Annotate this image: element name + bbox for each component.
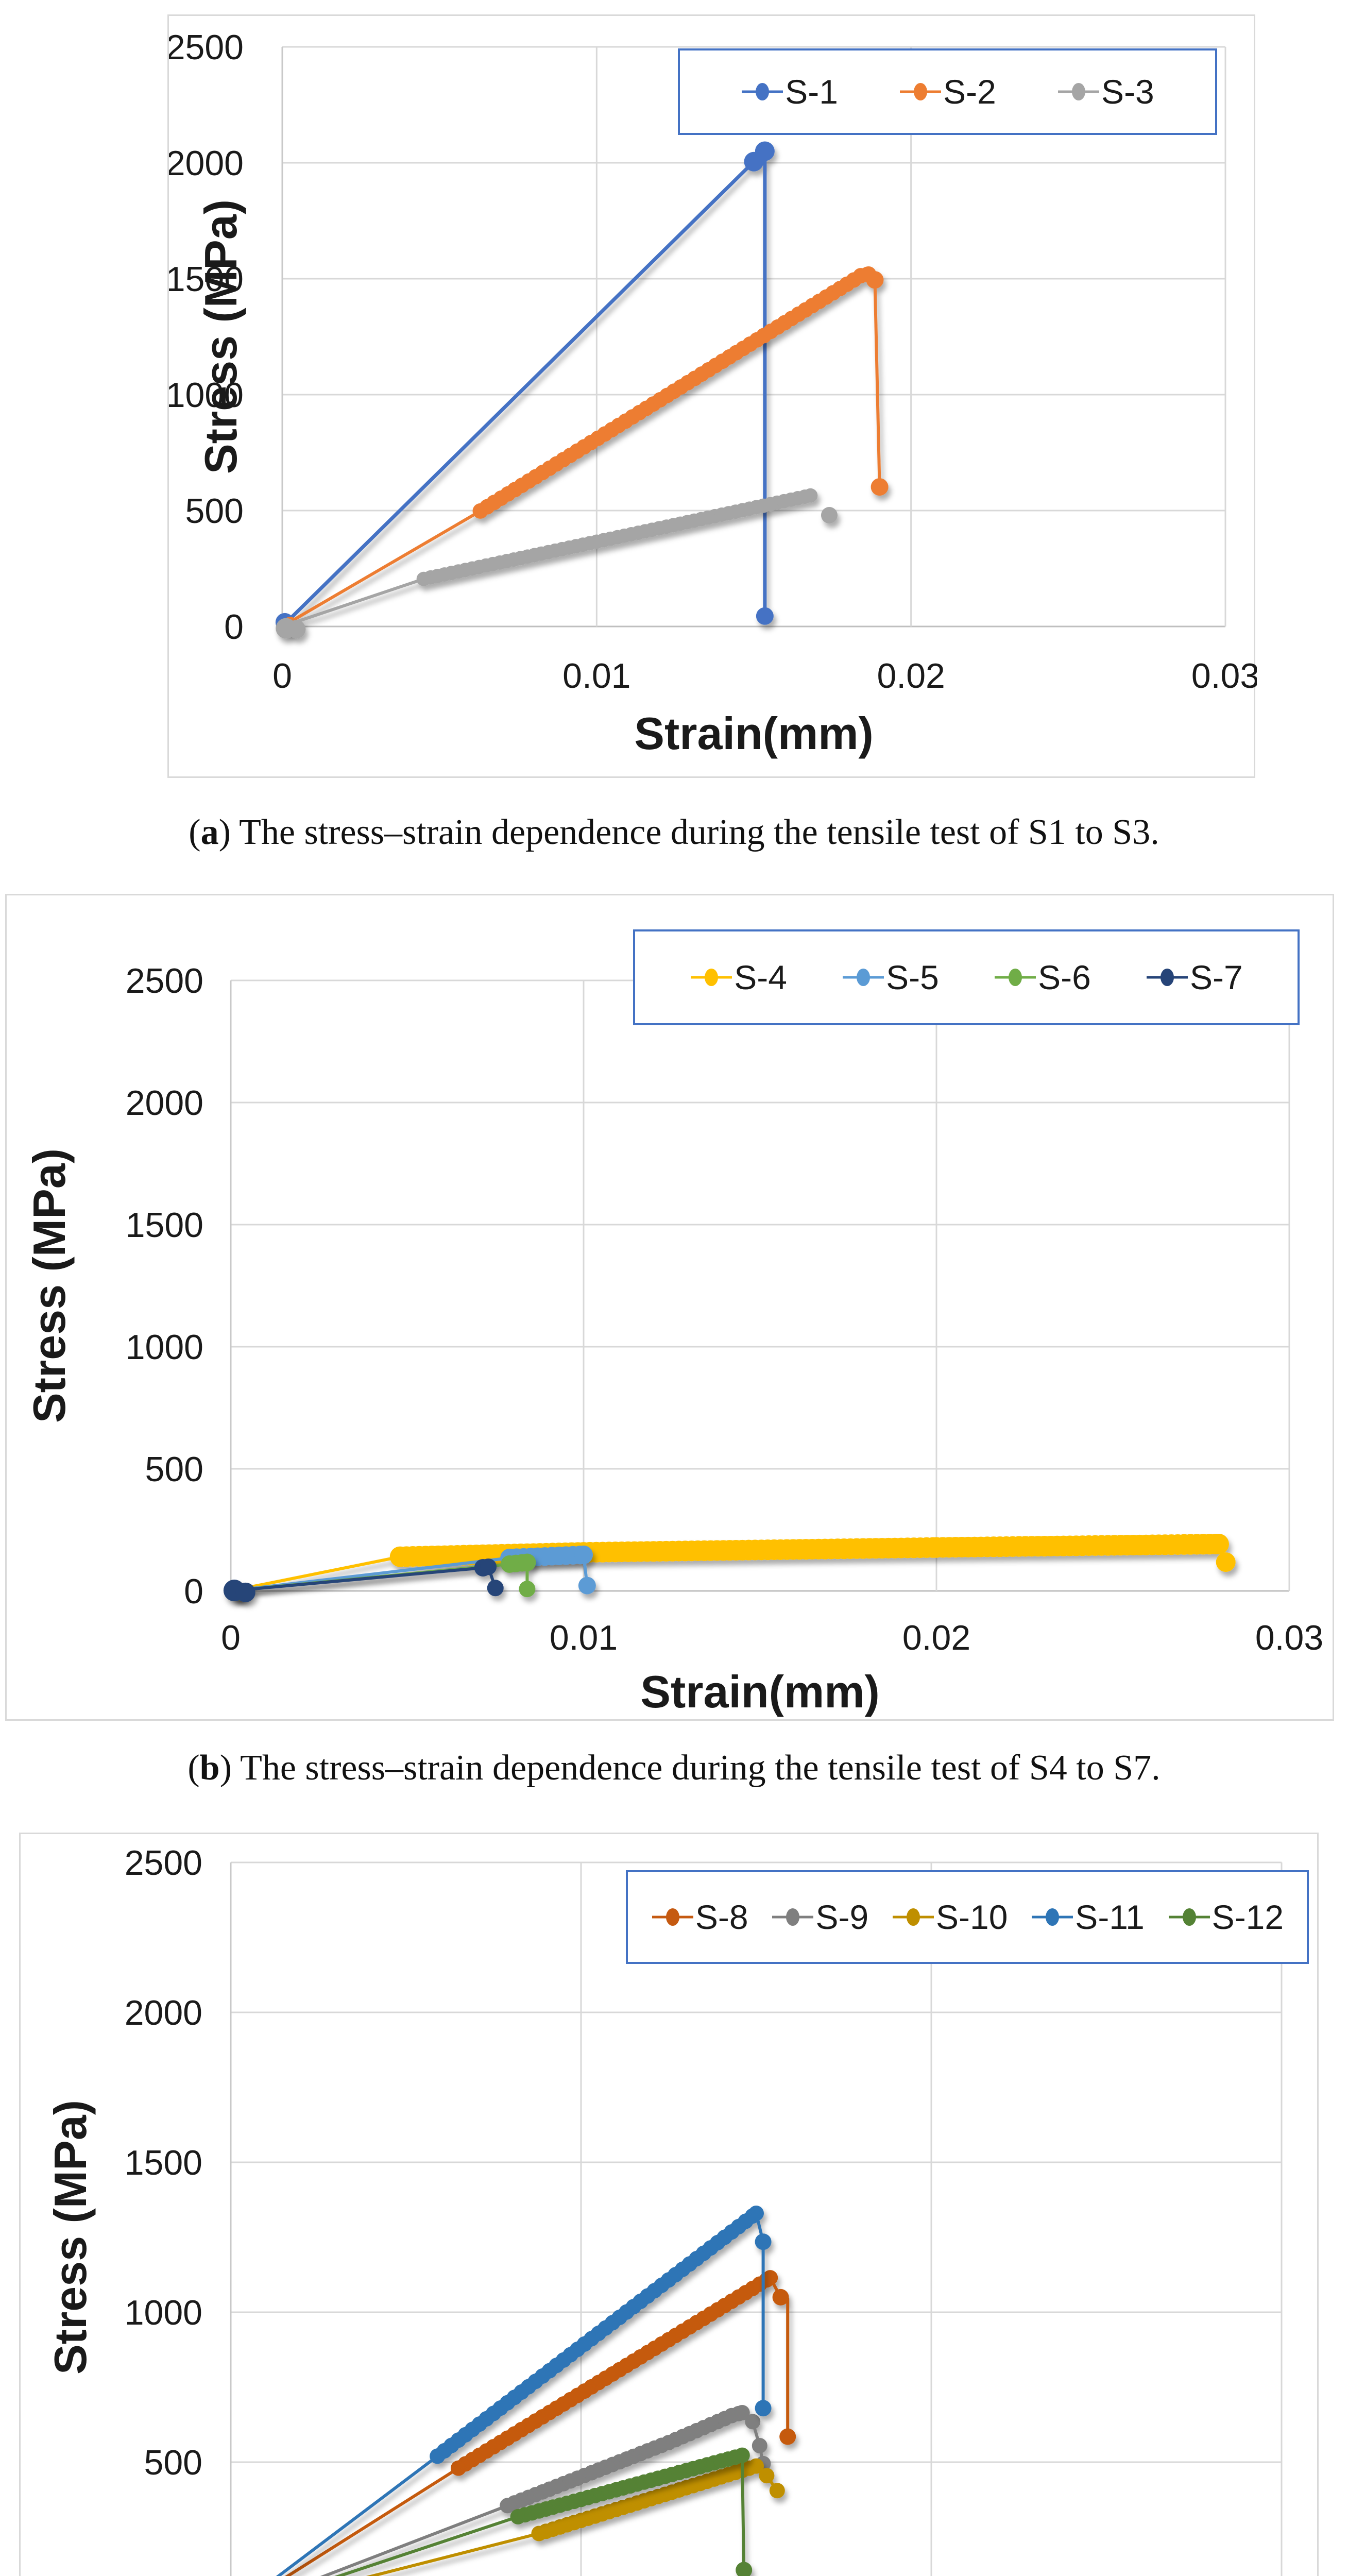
legend-marker-icon — [1058, 83, 1100, 100]
y-tick-label: 1000 — [125, 2293, 202, 2332]
y-tick-label: 500 — [144, 2443, 202, 2482]
x-tick-label: 0.01 — [550, 1618, 618, 1657]
caption-a-prefix: ( — [189, 812, 201, 852]
legend-marker-icon — [1168, 1908, 1210, 1926]
legend-label: S-7 — [1190, 958, 1243, 996]
y-axis-title: Stress (MPa) — [45, 2100, 96, 2375]
legend-entry-s-5: S-5 — [842, 960, 939, 994]
legend-marker-icon — [1147, 969, 1188, 986]
x-tick-label: 0.03 — [1255, 1618, 1323, 1657]
legend-marker-icon — [652, 1908, 693, 1926]
legend-label: S-12 — [1212, 1898, 1284, 1936]
y-tick-label: 0 — [224, 607, 244, 647]
caption-a: (a) The stress–strain dependence during … — [0, 812, 1348, 853]
legend-marker-icon — [900, 83, 942, 100]
legend-marker-icon — [1032, 1908, 1073, 1926]
legend-label: S-1 — [785, 73, 838, 111]
series-s-3 — [276, 488, 838, 639]
caption-a-letter: a — [200, 812, 219, 852]
chart-b-legend: S-4 S-5 S-6 S-7 — [633, 929, 1300, 1025]
y-tick-label: 2000 — [169, 144, 244, 183]
legend-label: S-10 — [936, 1898, 1008, 1936]
x-tick-label: 0.02 — [902, 1618, 970, 1657]
legend-entry-s-3: S-3 — [1057, 75, 1154, 109]
caption-b-letter: b — [199, 1748, 220, 1788]
y-tick-label: 500 — [145, 1450, 203, 1489]
axis-tick-labels: 0 0.01 0.02 0.03 0 500 1000 1500 2000 2500 — [126, 961, 1323, 1657]
y-tick-label: 2000 — [126, 1083, 203, 1123]
chart-a-legend: S-1 S-2 S-3 — [678, 48, 1217, 135]
y-tick-label: 2000 — [125, 1993, 202, 2032]
series-s-9 — [320, 2404, 771, 2576]
y-tick-label: 2500 — [126, 961, 203, 1001]
chart-b-panel: 0 0.01 0.02 0.03 0 500 1000 1500 2000 2500 Strain(… — [5, 894, 1334, 1721]
axis-tick-labels: 0 0.01 0.02 0.03 0 500 1000 1500 2000 2500 — [169, 28, 1257, 696]
series-s-4 — [229, 1533, 1236, 1599]
legend-entry-s-4: S-4 — [690, 960, 787, 994]
y-tick-label: 0 — [184, 1572, 203, 1611]
y-tick-label: 500 — [185, 492, 244, 531]
y-tick-label: 1000 — [126, 1328, 203, 1367]
y-tick-label: 1500 — [169, 260, 244, 299]
legend-entry-s-1: S-1 — [741, 75, 838, 109]
x-tick-label: 0.01 — [562, 656, 630, 696]
legend-label: S-3 — [1101, 73, 1154, 111]
caption-b-text: ) The stress–strain dependence during th… — [219, 1748, 1161, 1788]
caption-b: (b) The stress–strain dependence during … — [0, 1748, 1348, 1789]
caption-a-text: ) The stress–strain dependence during th… — [218, 812, 1159, 852]
y-tick-label: 2500 — [169, 28, 244, 67]
y-tick-label: 1000 — [169, 376, 244, 415]
series-s-11 — [276, 2205, 772, 2576]
legend-entry-s-8: S-8 — [651, 1900, 748, 1934]
series-s-8 — [285, 2270, 796, 2576]
legend-marker-icon — [772, 1908, 814, 1926]
legend-label: S-5 — [886, 958, 939, 996]
caption-b-prefix: ( — [187, 1748, 200, 1788]
series-s-2 — [281, 266, 889, 634]
legend-entry-s-6: S-6 — [994, 960, 1091, 994]
legend-entry-s-11: S-11 — [1031, 1900, 1145, 1934]
series-s-12 — [334, 2447, 753, 2576]
x-axis-title: Strain(mm) — [640, 1666, 880, 1717]
x-tick-label: 0.03 — [1191, 656, 1257, 696]
legend-label: S-4 — [734, 958, 787, 996]
legend-label: S-11 — [1075, 1898, 1145, 1936]
legend-entry-s-7: S-7 — [1146, 960, 1243, 994]
chart-a-canvas: 0 0.01 0.02 0.03 0 500 1000 1500 2000 2500 Strain(… — [169, 28, 1257, 759]
gridlines — [281, 46, 1226, 628]
x-axis-title: Strain(mm) — [634, 708, 874, 759]
legend-entry-s-9: S-9 — [771, 1900, 868, 1934]
legend-label: S-2 — [943, 73, 996, 111]
chart-c-canvas: 00.010.020.0305001000150020002500Strain(… — [45, 1843, 1283, 2576]
gridlines — [230, 979, 1290, 1592]
legend-marker-icon — [843, 969, 884, 986]
legend-label: S-8 — [695, 1898, 748, 1936]
legend-marker-icon — [893, 1908, 934, 1926]
chart-a-panel: 0 0.01 0.02 0.03 0 500 1000 1500 2000 2500 Strain(… — [167, 14, 1257, 778]
y-tick-label: 1500 — [126, 1206, 203, 1245]
y-tick-label: 1500 — [125, 2143, 202, 2182]
x-tick-label: 0 — [272, 656, 292, 696]
legend-entry-s-12: S-12 — [1168, 1900, 1284, 1934]
y-tick-label: 2500 — [125, 1843, 202, 1883]
series-s-10 — [366, 2458, 785, 2576]
chart-b-canvas: 0 0.01 0.02 0.03 0 500 1000 1500 2000 2500 Strain(… — [24, 961, 1323, 1717]
series-s-7 — [223, 1558, 504, 1602]
legend-marker-icon — [691, 969, 732, 986]
y-axis-title: Stress (MPa) — [24, 1148, 75, 1423]
legend-marker-icon — [742, 83, 783, 100]
legend-label: S-6 — [1038, 958, 1091, 996]
x-tick-label: 0.02 — [877, 656, 945, 696]
legend-entry-s-2: S-2 — [899, 75, 996, 109]
y-axis-title: Stress (MPa) — [195, 199, 246, 474]
legend-marker-icon — [995, 969, 1036, 986]
legend-label: S-9 — [815, 1898, 869, 1936]
legend-entry-s-10: S-10 — [892, 1900, 1008, 1934]
x-tick-label: 0 — [221, 1618, 241, 1657]
chart-c-legend: S-8 S-9 S-10 S-11 S-12 — [626, 1870, 1309, 1964]
